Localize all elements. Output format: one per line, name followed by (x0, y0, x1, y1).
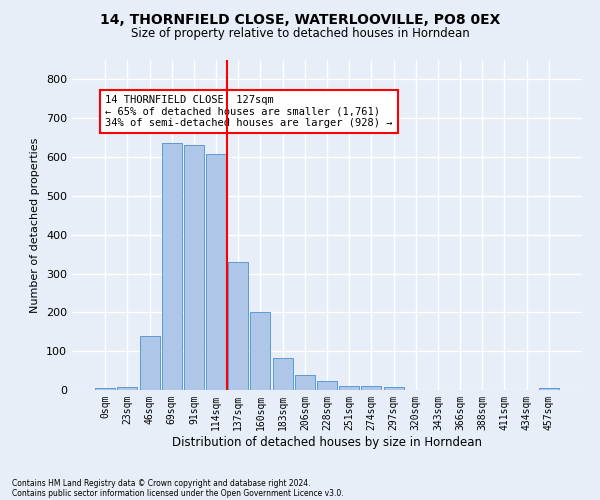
Bar (162, 144, 182, 390)
Bar (95, 388, 115, 390)
Y-axis label: Number of detached properties: Number of detached properties (31, 138, 40, 312)
Bar (140, 336, 160, 390)
Bar (361, 386, 382, 390)
Bar (250, 312, 271, 390)
Text: Size of property relative to detached houses in Horndean: Size of property relative to detached ho… (131, 28, 469, 40)
Bar (383, 387, 404, 390)
Bar (206, 154, 226, 390)
Bar (272, 358, 293, 390)
Bar (295, 375, 315, 390)
X-axis label: Distribution of detached houses by size in Horndean: Distribution of detached houses by size … (172, 436, 482, 448)
Bar (339, 386, 359, 390)
Bar (539, 388, 559, 390)
Bar (118, 387, 137, 390)
Text: 14 THORNFIELD CLOSE: 127sqm
← 65% of detached houses are smaller (1,761)
34% of : 14 THORNFIELD CLOSE: 127sqm ← 65% of det… (105, 95, 392, 128)
Bar (184, 146, 204, 390)
Bar (317, 381, 337, 390)
Text: Contains public sector information licensed under the Open Government Licence v3: Contains public sector information licen… (12, 488, 344, 498)
Text: Contains HM Land Registry data © Crown copyright and database right 2024.: Contains HM Land Registry data © Crown c… (12, 478, 311, 488)
Bar (228, 262, 248, 390)
Text: 14, THORNFIELD CLOSE, WATERLOOVILLE, PO8 0EX: 14, THORNFIELD CLOSE, WATERLOOVILLE, PO8… (100, 12, 500, 26)
